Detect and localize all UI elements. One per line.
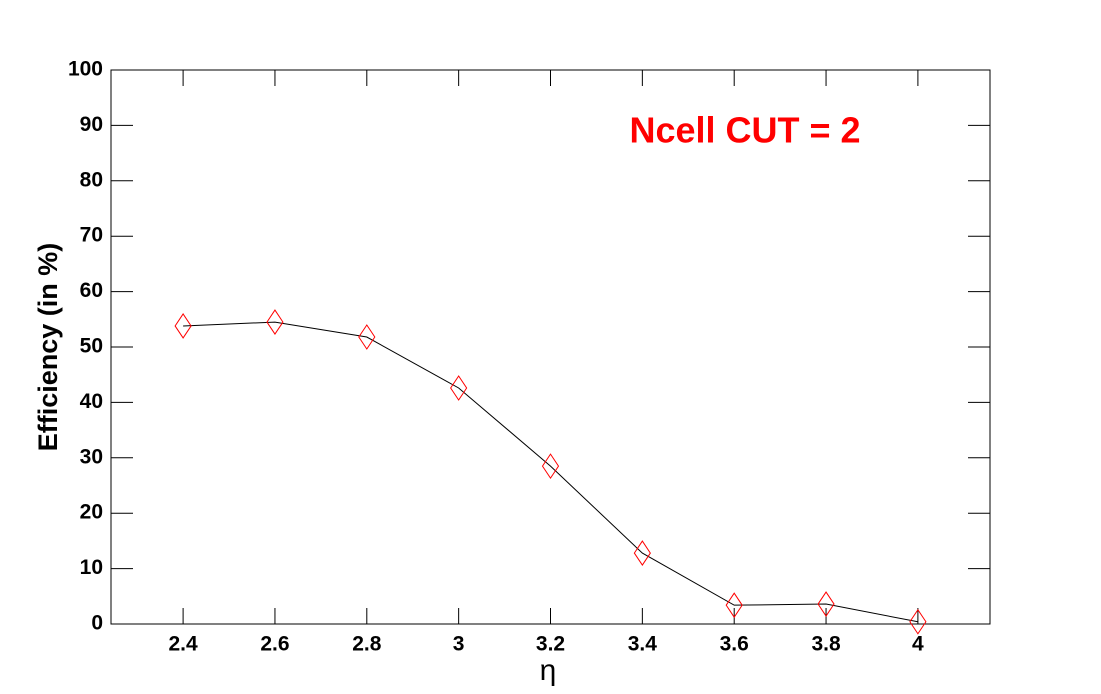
y-tick-label: 0 (91, 612, 103, 635)
marker (450, 375, 468, 401)
x-tick-label: 3.6 (720, 633, 749, 656)
marker (817, 591, 835, 617)
y-tick-label: 100 (68, 58, 103, 81)
marker (725, 592, 743, 619)
series-line (183, 321, 918, 623)
x-axis-label: η (540, 654, 557, 687)
y-tick-label: 40 (80, 390, 103, 413)
y-tick-label: 80 (80, 168, 103, 191)
x-tick-label: 3.8 (811, 633, 841, 656)
x-tick-label: 3 (453, 633, 465, 656)
y-tick-label: 70 (80, 224, 103, 247)
marker (358, 324, 376, 350)
y-tick-label: 20 (80, 501, 103, 524)
x-tick-label: 2.4 (169, 633, 199, 656)
marker (541, 453, 560, 480)
y-tick-label: 90 (80, 113, 103, 136)
x-tick-label: 4 (912, 633, 924, 656)
x-tick-label: 2.6 (260, 633, 289, 656)
annotation: Ncell CUT = 2 (629, 110, 860, 151)
y-tick-label: 30 (80, 445, 103, 468)
x-tick-label: 3.4 (628, 633, 658, 656)
plot-frame (110, 69, 991, 625)
x-tick-label: 2.8 (352, 633, 382, 656)
x-tick-label: 3.2 (536, 633, 565, 656)
y-tick-label: 50 (80, 335, 103, 358)
marker (633, 540, 651, 566)
y-tick-label: 10 (80, 556, 103, 579)
y-axis-label: Efficiency (in %) (33, 243, 63, 452)
marker (909, 608, 927, 635)
marker (174, 313, 192, 339)
y-tick-label: 60 (80, 279, 103, 302)
marker (266, 309, 284, 335)
